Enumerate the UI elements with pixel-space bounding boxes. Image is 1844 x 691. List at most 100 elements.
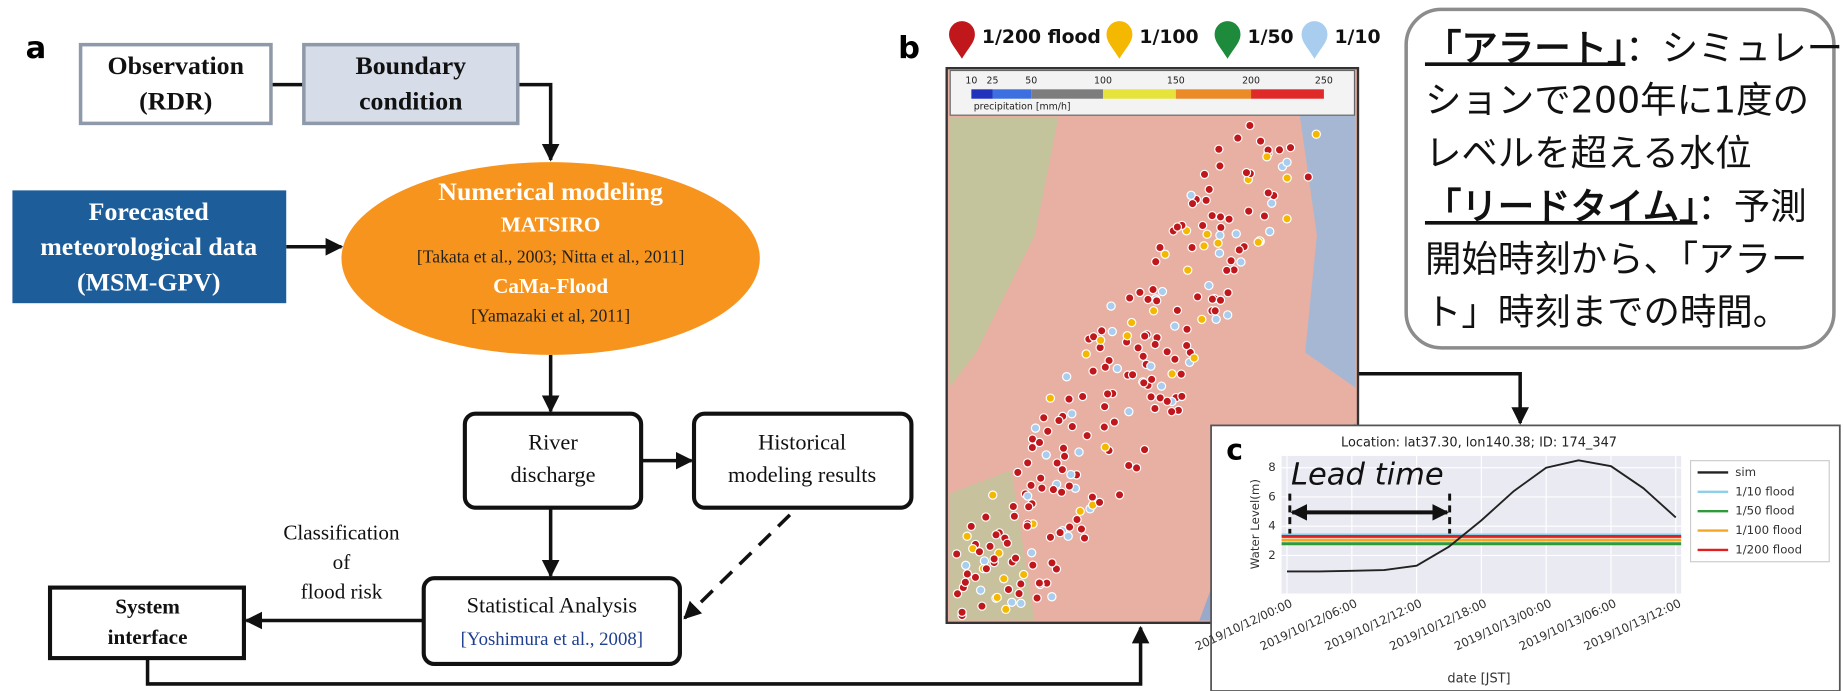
flood-point [1217, 223, 1225, 231]
flood-point [1216, 213, 1224, 221]
flood-point [1215, 249, 1223, 257]
flood-point [1245, 207, 1253, 215]
flood-point [1015, 589, 1023, 597]
flood-point [1237, 258, 1245, 266]
flood-point [1208, 295, 1216, 303]
flood-point [1089, 367, 1097, 375]
flood-point [1011, 554, 1019, 562]
flood-point [978, 602, 986, 610]
flood-point [1060, 452, 1068, 460]
flood-point [1151, 340, 1159, 348]
flood-point [1065, 482, 1073, 490]
flood-point [1190, 354, 1198, 362]
flood-point [1025, 503, 1033, 511]
flood-point [1163, 348, 1171, 356]
system-text: interface [108, 625, 188, 649]
observation-text: Observation [108, 51, 244, 80]
flood-point [1283, 174, 1291, 182]
colorbar-label: precipitation [mm/h] [974, 101, 1071, 112]
classification-text: Classification [283, 521, 400, 545]
flood-point [1183, 325, 1191, 333]
flood-point [1148, 375, 1156, 383]
model-title: Numerical modeling [438, 177, 663, 206]
colorbar-tick: 50 [1025, 76, 1037, 87]
flood-point [1098, 327, 1106, 335]
x-axis-label: date [JST] [1447, 672, 1510, 687]
flood-point [980, 557, 988, 565]
flood-point [1027, 481, 1035, 489]
flood-point [1149, 285, 1157, 293]
flood-point [1232, 230, 1240, 238]
flood-point [1065, 523, 1073, 531]
flood-point [993, 593, 1001, 601]
legend-label: 1/50 flood [1735, 504, 1794, 518]
note-line: 開始時刻から、「アラー [1425, 237, 1807, 280]
river-box [465, 414, 641, 508]
flood-point [1246, 121, 1254, 129]
flood-point [1126, 294, 1134, 302]
flood-point [1004, 585, 1012, 593]
flood-point [1049, 485, 1057, 493]
flood-point [961, 578, 969, 586]
legend-label: 1/100 [1139, 27, 1198, 48]
colorbar-segment [971, 89, 992, 98]
flood-point [1158, 287, 1166, 295]
flood-point [963, 532, 971, 540]
flood-point [1141, 332, 1149, 340]
flood-point [1002, 605, 1010, 613]
flood-point [1010, 512, 1018, 520]
flood-point [1152, 258, 1160, 266]
flood-point [1115, 491, 1123, 499]
flood-point [1211, 307, 1219, 315]
flood-point [1205, 281, 1213, 289]
legend-label: 1/100 flood [1735, 523, 1802, 537]
flood-point [1286, 143, 1294, 151]
flood-point [1224, 289, 1232, 297]
model-ref: [Takata et al., 2003; Nitta et al., 2011… [417, 247, 685, 267]
flood-point [1068, 410, 1076, 418]
flood-point [971, 573, 979, 581]
flood-point [1140, 446, 1148, 454]
flood-point [1151, 404, 1159, 412]
flood-point [990, 555, 998, 563]
chart-title: Location: lat37.30, lon140.38; ID: 174_3… [1341, 436, 1617, 451]
flood-point [1203, 230, 1211, 238]
panel-label: c [1226, 433, 1243, 466]
flood-point [1058, 465, 1066, 473]
flood-point [1183, 341, 1191, 349]
boundary-text: Boundary [356, 51, 467, 80]
flood-point [1171, 355, 1179, 363]
note-term: 「リードタイム」 [1425, 185, 1697, 228]
colorbar-segment [1103, 89, 1176, 98]
colorbar-tick: 10 [965, 76, 977, 87]
flood-point [1212, 315, 1220, 323]
flood-point [1000, 575, 1008, 583]
flood-point [953, 550, 961, 558]
colorbar-tick: 250 [1315, 76, 1333, 87]
flood-point [1156, 243, 1164, 251]
flood-point [1254, 238, 1262, 246]
flood-point [1128, 318, 1136, 326]
flood-point [1035, 438, 1043, 446]
flood-point [1065, 395, 1073, 403]
flood-point [1046, 394, 1054, 402]
flood-point [1101, 402, 1109, 410]
flood-point [1056, 528, 1064, 536]
historical-box [694, 414, 911, 508]
flood-point [1017, 599, 1025, 607]
flood-point [1080, 534, 1088, 542]
forecast-text: meteorological data [40, 232, 257, 261]
flood-point [1256, 137, 1264, 145]
flood-point [1188, 200, 1196, 208]
boundary-text: condition [359, 86, 462, 115]
flood-point [1147, 362, 1155, 370]
flood-point [1082, 350, 1090, 358]
flood-point [1048, 593, 1056, 601]
flood-point [989, 491, 997, 499]
flood-point [982, 565, 990, 573]
flood-point [1059, 444, 1067, 452]
classification-text: flood risk [301, 579, 383, 603]
y-tick-label: 2 [1268, 548, 1275, 562]
flood-point [1193, 293, 1201, 301]
river-text: River [528, 429, 578, 454]
